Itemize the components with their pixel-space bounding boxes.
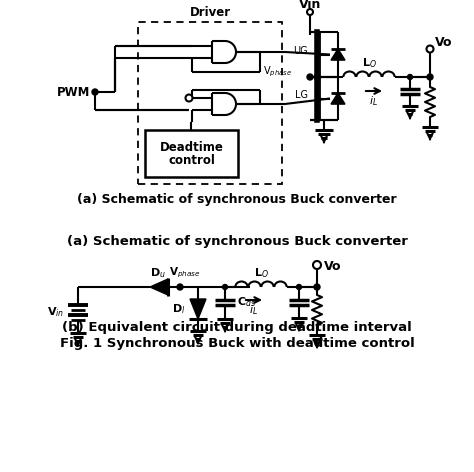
Text: V$_{phase}$: V$_{phase}$ bbox=[263, 65, 292, 79]
Text: (a) Schematic of synchronous Buck converter: (a) Schematic of synchronous Buck conver… bbox=[77, 194, 397, 207]
Text: control: control bbox=[168, 154, 215, 167]
Text: Driver: Driver bbox=[190, 6, 230, 18]
Circle shape bbox=[297, 285, 301, 289]
Polygon shape bbox=[331, 93, 345, 104]
Circle shape bbox=[222, 285, 228, 289]
Text: Vo: Vo bbox=[435, 35, 453, 49]
Text: PWM: PWM bbox=[56, 85, 90, 99]
Circle shape bbox=[313, 261, 321, 269]
Text: D$_u$: D$_u$ bbox=[150, 266, 166, 280]
Text: UG: UG bbox=[293, 47, 308, 57]
Polygon shape bbox=[190, 299, 206, 319]
Circle shape bbox=[177, 284, 183, 290]
Polygon shape bbox=[331, 49, 345, 60]
Text: i$_L$: i$_L$ bbox=[369, 94, 379, 108]
Circle shape bbox=[307, 74, 313, 80]
Text: (a) Schematic of synchronous Buck converter: (a) Schematic of synchronous Buck conver… bbox=[66, 236, 408, 248]
Text: L$_O$: L$_O$ bbox=[362, 56, 376, 70]
Circle shape bbox=[92, 89, 98, 95]
Text: D$_l$: D$_l$ bbox=[172, 302, 185, 316]
Text: Vin: Vin bbox=[299, 0, 321, 10]
Polygon shape bbox=[150, 279, 168, 295]
Circle shape bbox=[307, 9, 313, 15]
Circle shape bbox=[408, 75, 412, 79]
Text: L$_O$: L$_O$ bbox=[254, 266, 268, 280]
FancyBboxPatch shape bbox=[145, 130, 238, 177]
Text: (b) Equivalent circuit during deadtime interval: (b) Equivalent circuit during deadtime i… bbox=[62, 320, 412, 334]
Text: V$_{in}$: V$_{in}$ bbox=[47, 305, 64, 319]
Circle shape bbox=[314, 284, 320, 290]
Text: i$_L$: i$_L$ bbox=[249, 303, 258, 317]
Circle shape bbox=[427, 74, 433, 80]
Text: Vo: Vo bbox=[324, 261, 342, 273]
Text: Deadtime: Deadtime bbox=[160, 141, 223, 154]
Text: V$_{phase}$: V$_{phase}$ bbox=[169, 266, 201, 280]
Text: Fig. 1 Synchronous Buck with deadtime control: Fig. 1 Synchronous Buck with deadtime co… bbox=[60, 337, 414, 351]
Circle shape bbox=[185, 94, 192, 101]
Text: LG: LG bbox=[295, 91, 308, 101]
Circle shape bbox=[427, 45, 434, 52]
Text: C$_{ds}$: C$_{ds}$ bbox=[237, 295, 256, 309]
